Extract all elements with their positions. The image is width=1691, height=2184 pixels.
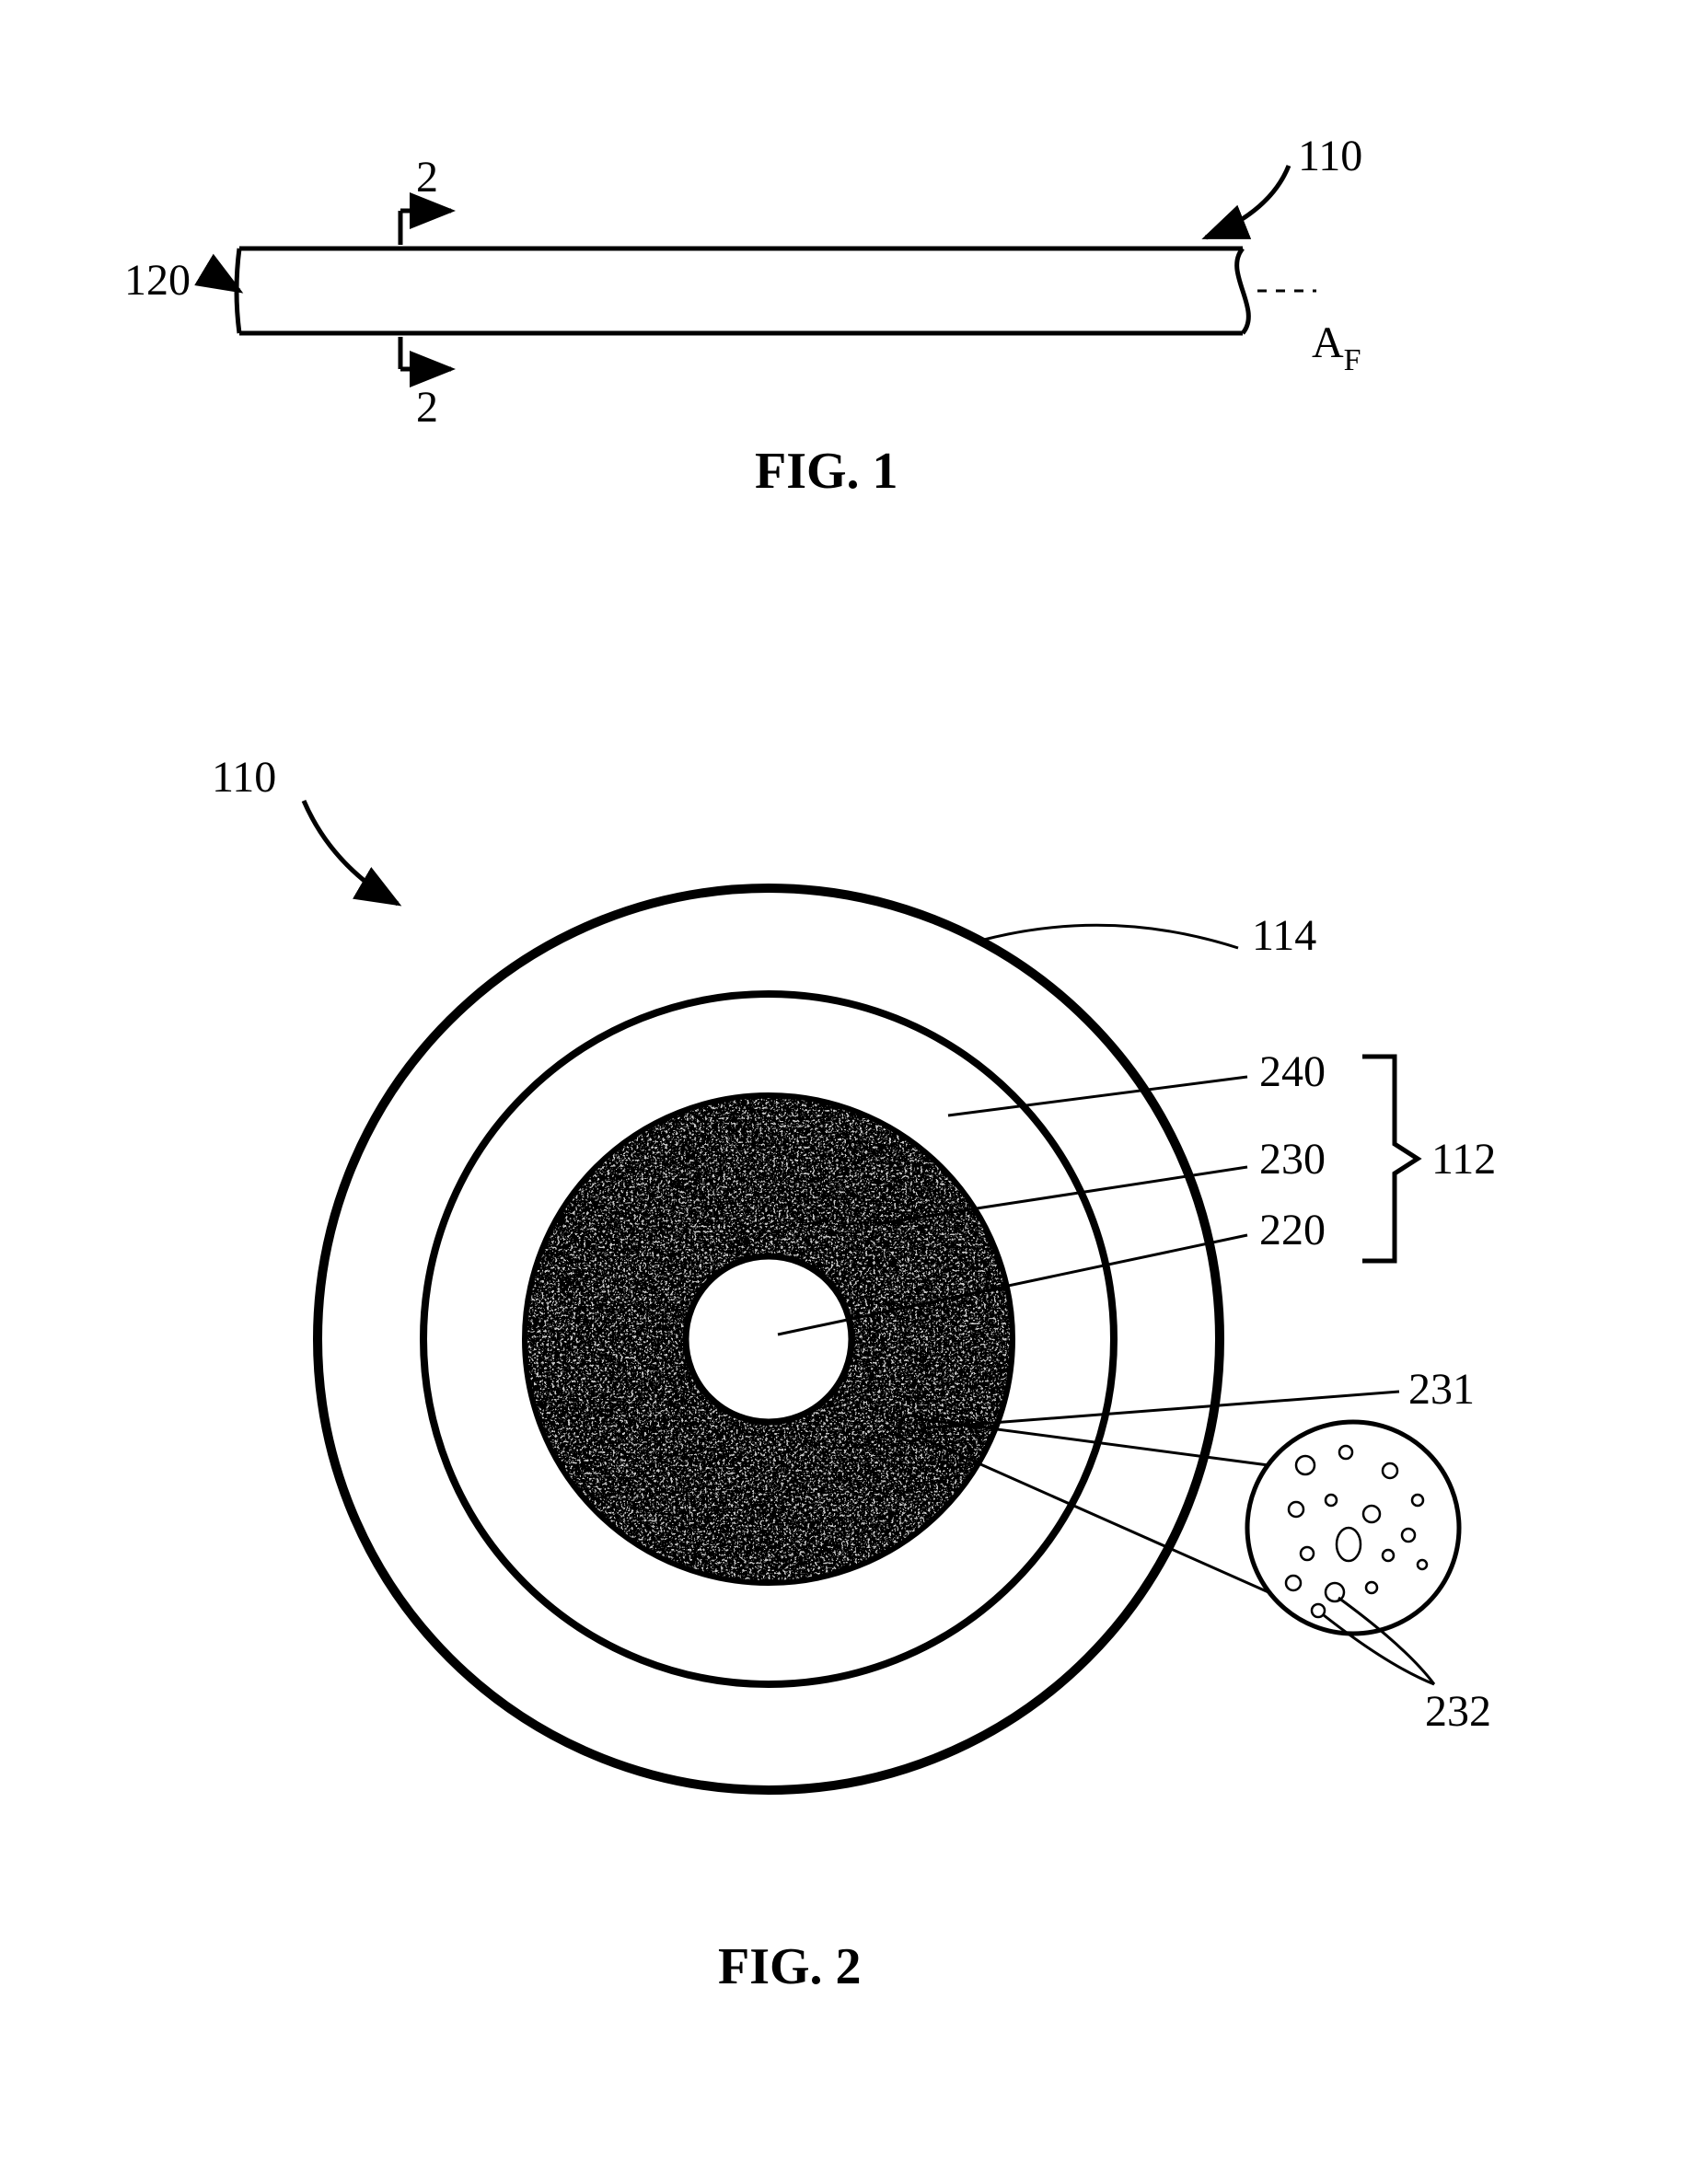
section-label-bottom: 2: [416, 383, 438, 432]
diagram-page: 22110120AFFIG. 1 11011424023022023123211…: [0, 0, 1691, 2184]
bracket-112: [1362, 1057, 1418, 1261]
callout-112: 112: [1431, 1135, 1496, 1184]
callout-110-fig1: 110: [1298, 132, 1362, 180]
fig1-caption: FIG. 1: [755, 443, 898, 500]
callout-120: 120: [124, 256, 191, 305]
label-AF: AF: [1312, 318, 1361, 377]
callout-240: 240: [1259, 1047, 1326, 1096]
diagram-svg: 22110120AFFIG. 1 11011424023022023123211…: [0, 0, 1691, 2184]
fig2-caption: FIG. 2: [718, 1938, 862, 1995]
section-label-top: 2: [416, 153, 438, 202]
callout-230: 230: [1259, 1135, 1326, 1184]
callout-114: 114: [1252, 911, 1316, 960]
figure-2: 110 114 240 230 220 231 232 112 FIG. 2: [212, 753, 1496, 1995]
callout-231: 231: [1408, 1365, 1475, 1414]
ring-220: [686, 1256, 851, 1422]
callout-220: 220: [1259, 1206, 1326, 1254]
callout-110-fig2: 110: [212, 753, 276, 802]
figure-1: 2 2 110 120 AF FIG. 1: [124, 132, 1362, 500]
callout-232: 232: [1425, 1687, 1491, 1736]
